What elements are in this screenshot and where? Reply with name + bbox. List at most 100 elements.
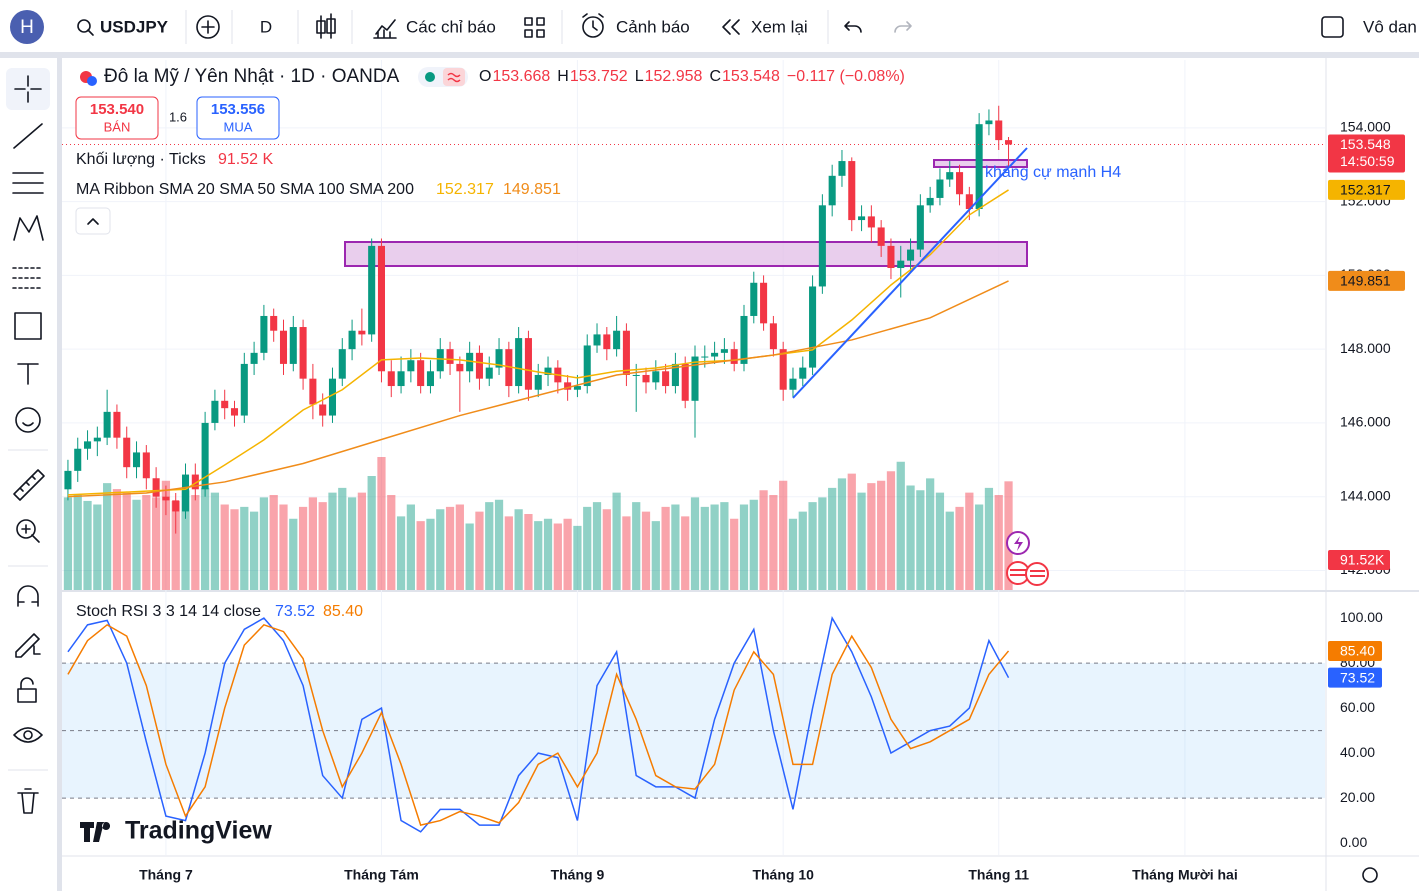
candle-body [319,404,327,416]
volume-bar [210,492,220,590]
indicators[interactable]: Các chỉ báo [406,17,496,36]
fib-tool[interactable] [12,172,44,194]
volume-bar [818,497,827,590]
x-tick-label: Tháng 9 [551,867,605,883]
overflow[interactable]: Vô dan [1363,17,1417,36]
candle-body [64,470,72,490]
icon-tool-smile [22,422,34,427]
crosshair-tool[interactable] [14,75,42,103]
interval[interactable]: D [260,17,272,36]
add-symbol[interactable] [196,15,220,39]
volume-bar [289,518,298,590]
left-toolbar [6,68,50,814]
trend-line-tool[interactable] [13,123,43,149]
volume-bar [279,504,288,590]
icon-tool[interactable] [15,407,41,433]
sell-button[interactable] [75,96,159,140]
economic-event[interactable] [1025,562,1049,586]
lock-draw-tool[interactable] [15,633,41,658]
symbol-title[interactable]: Đô la Mỹ / Yên Nhật · 1D · OANDA [104,66,400,87]
countdown: 14:50:59 [1340,153,1395,169]
support-zone[interactable] [344,241,1028,267]
magnet-tool[interactable] [17,585,39,607]
sidebar-separator [57,58,62,891]
volume-bar [739,504,749,590]
candle-body [858,216,866,221]
candle-body [867,216,875,228]
layouts-icon[interactable] [524,17,545,38]
alerts[interactable]: Cảnh báo [616,17,690,36]
volume-bar [759,490,768,590]
candle-body [838,161,846,176]
volume-bar [259,497,269,590]
volume-bar [112,489,122,590]
redo[interactable] [894,21,912,33]
measure-tool[interactable] [13,469,45,501]
volume-bar [681,516,690,590]
volume-bar [622,516,631,590]
trend-line[interactable] [792,147,1028,399]
visibility-tool[interactable] [13,727,43,743]
visibility-tool-pupil [23,730,33,740]
volume-bar [308,497,317,590]
market-open-dot [425,72,435,82]
buy-button[interactable] [196,96,280,140]
ohlc-label: C [709,68,721,85]
volume-bar [896,461,905,590]
candle-body [358,330,366,335]
volume-legend[interactable]: Khối lượng · Ticks [76,151,206,168]
volume-bar [318,502,327,590]
y-tick-label: 100.00 [1340,609,1383,625]
volume-bar [632,502,641,590]
projection-tool[interactable] [12,267,44,289]
ma-legend[interactable]: MA Ribbon SMA 20 SMA 50 SMA 100 SMA 200 [76,181,414,198]
search-icon[interactable] [77,19,91,33]
volume-bar [357,492,366,590]
volume-bar [269,495,278,590]
alert-icon[interactable] [582,16,604,38]
pattern-tool[interactable] [13,215,44,241]
checkbox[interactable] [1321,16,1344,38]
volume-bar [573,525,582,590]
stoch-legend-value: 85.40 [323,603,363,620]
settings[interactable] [1362,867,1378,883]
stoch-legend[interactable]: Stoch RSI 3 3 14 14 close [76,603,261,620]
candle-body [142,452,150,479]
volume-bar [955,506,964,590]
collapse-icon [87,218,99,225]
volume-bar [847,473,856,590]
brush-tool[interactable] [14,312,42,340]
undo[interactable] [844,21,862,33]
collapse-legend[interactable] [75,207,111,235]
lock-tool[interactable] [17,688,37,703]
volume-bar [152,497,161,590]
replay-icon[interactable] [722,19,740,35]
candle-body [495,349,503,368]
volume-bar [338,487,347,590]
candle-body [760,282,768,324]
symbol-flag [87,76,97,86]
y-tick-label: 144.000 [1340,487,1391,503]
candle-body [74,448,82,471]
zoom-tool[interactable] [16,519,36,539]
volume-bar [877,480,886,590]
indicators-icon[interactable] [373,19,397,39]
volume-bar [436,509,445,590]
text-tool[interactable] [17,363,39,385]
delete-tool[interactable] [17,788,39,814]
logo-text: TradingView [125,817,272,845]
candle-body [907,249,915,261]
volume-bar [465,523,474,590]
volume-bar [641,511,651,590]
avatar[interactable] [10,10,44,44]
chart-type[interactable] [316,13,336,39]
volume-bar [200,487,210,590]
resistance-label[interactable]: kháng cự mạnh H4 [985,164,1121,181]
replay[interactable]: Xem lại [751,17,808,36]
symbol[interactable]: USDJPY [100,17,169,36]
volume-bar [161,480,171,590]
y-tick-label: 148.000 [1340,340,1391,356]
candle-body [260,315,268,353]
candle-body [309,378,317,405]
ohlc-label: O [479,68,491,85]
